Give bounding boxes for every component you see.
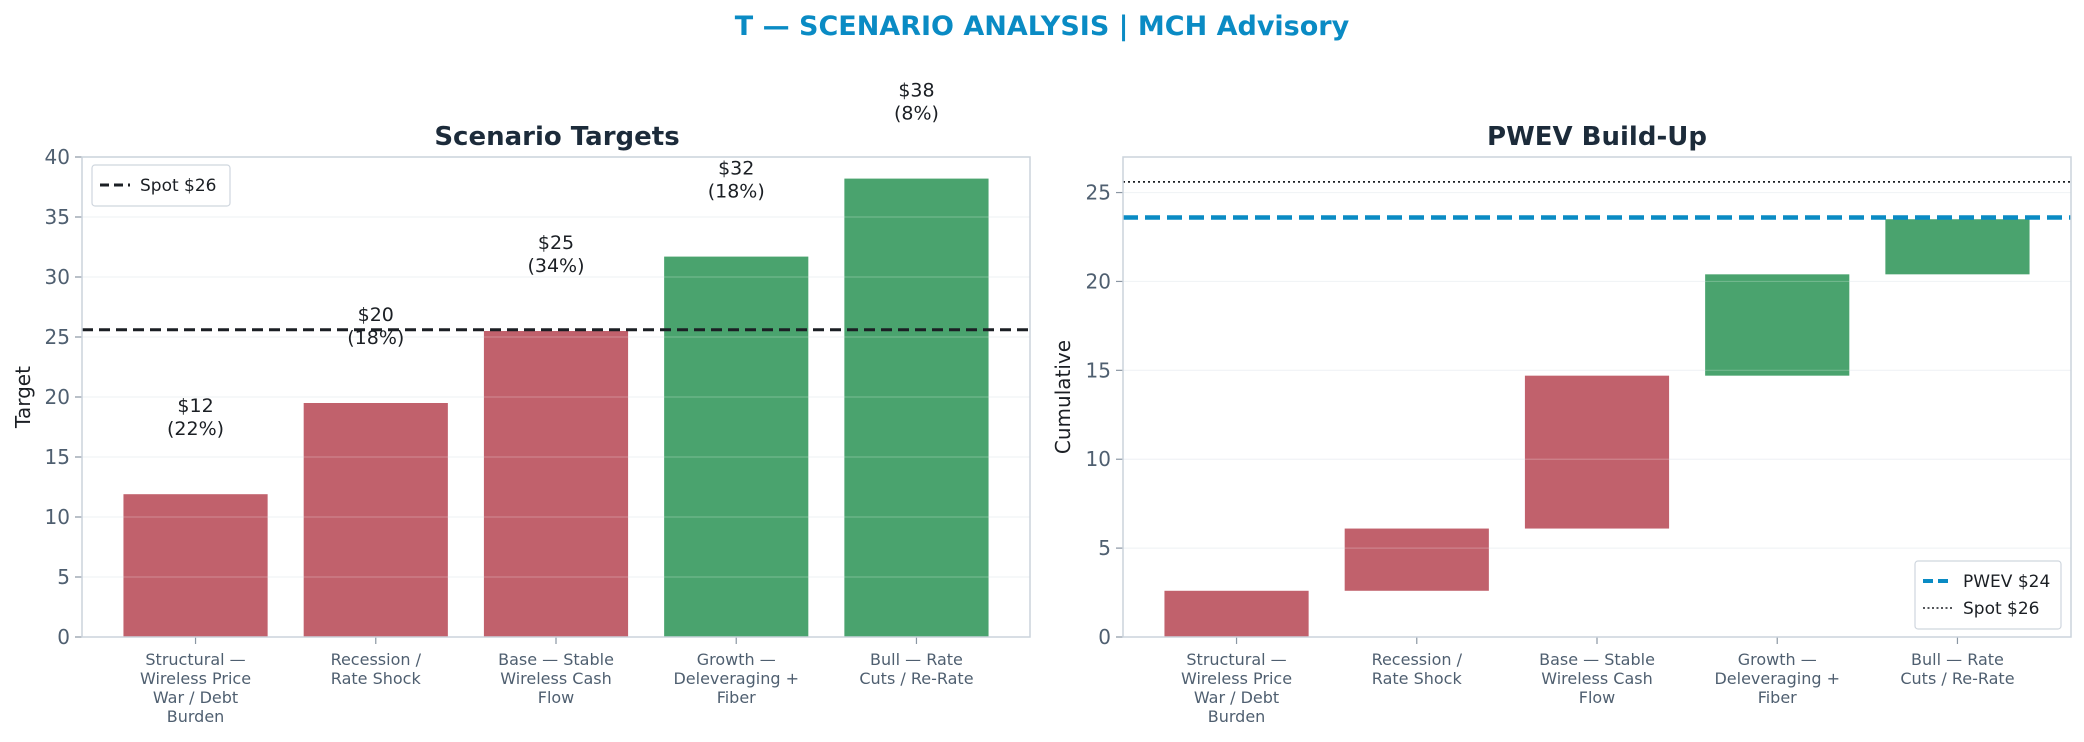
left-y-tick-label: 5 bbox=[57, 565, 70, 589]
left-legend-box bbox=[91, 164, 231, 207]
right-plot-frame bbox=[1122, 156, 2072, 638]
left-legend: Spot $26 bbox=[91, 164, 231, 207]
left-y-tick-label: 10 bbox=[45, 505, 70, 529]
right-chart-title: PWEV Build-Up bbox=[1487, 122, 1707, 152]
pwev-buildup-chart: PWEV Build-Up Cumulative 0 5 10 15 20 25 Stru… bbox=[1051, 122, 2072, 726]
left-x-tick-label-1: Structural — Wireless Price War / Debt Burd… bbox=[140, 650, 251, 726]
left-bar-3 bbox=[483, 331, 629, 637]
left-y-axis-label: Target bbox=[11, 366, 35, 429]
left-x-tick-label-4: Growth — Deleveraging + Fiber bbox=[673, 650, 799, 707]
left-bar-2 bbox=[303, 403, 448, 637]
left-y-tick-label: 30 bbox=[45, 265, 70, 289]
right-legend-box bbox=[1914, 560, 2062, 630]
left-x-tick-label-2: Recession / Rate Shock bbox=[331, 650, 422, 688]
right-bar-1 bbox=[1164, 590, 1309, 637]
right-y-tick-label: 20 bbox=[1086, 269, 1111, 293]
left-data-label-4: $32 (18%) bbox=[708, 158, 765, 203]
right-x-tick-label-2: Recession / Rate Shock bbox=[1372, 650, 1463, 688]
left-data-label-3: $25 (34%) bbox=[527, 232, 584, 277]
left-data-label-1: $12 (22%) bbox=[167, 395, 224, 440]
right-legend-label-2: Spot $26 bbox=[1963, 599, 2040, 619]
figure-title: T — SCENARIO ANALYSIS | MCH Advisory bbox=[735, 11, 1350, 42]
right-y-axis-label: Cumulative bbox=[1051, 340, 1075, 454]
right-x-tick-label-4: Growth — Deleveraging + Fiber bbox=[1714, 650, 1840, 707]
left-y-tick-label: 25 bbox=[45, 325, 70, 349]
left-data-label-2: $20 (18%) bbox=[347, 304, 404, 349]
left-y-tick-label: 20 bbox=[45, 385, 70, 409]
right-bar-2 bbox=[1344, 528, 1489, 591]
right-x-tick-label-5: Bull — Rate Cuts / Re-Rate bbox=[1900, 650, 2014, 688]
right-y-tick-label: 0 bbox=[1098, 625, 1111, 649]
right-x-tick-label-1: Structural — Wireless Price War / Debt Burd… bbox=[1181, 650, 1292, 726]
right-x-tick-label-3: Base — Stable Wireless Cash Flow bbox=[1539, 650, 1655, 707]
left-x-tick-label-5: Bull — Rate Cuts / Re-Rate bbox=[859, 650, 973, 688]
scenario-targets-chart: Scenario Targets Target $12 (22%) $20 (18%)… bbox=[11, 80, 1031, 726]
left-bar-4 bbox=[664, 256, 809, 637]
left-bar-5 bbox=[844, 178, 989, 637]
right-legend: PWEV $24 Spot $26 bbox=[1914, 560, 2062, 630]
right-y-tick-label: 25 bbox=[1086, 181, 1111, 205]
right-y-tick-label: 10 bbox=[1086, 447, 1111, 471]
left-x-tick-label-3: Base — Stable Wireless Cash Flow bbox=[498, 650, 614, 707]
right-bar-4 bbox=[1705, 274, 1850, 376]
right-y-tick-label: 15 bbox=[1086, 358, 1111, 382]
left-y-tick-label: 15 bbox=[45, 445, 70, 469]
left-bar-1 bbox=[123, 494, 268, 637]
left-plot-frame bbox=[81, 156, 1031, 638]
left-y-tick-label: 0 bbox=[57, 625, 70, 649]
left-y-tick-label: 35 bbox=[45, 205, 70, 229]
right-bar-3 bbox=[1524, 375, 1670, 529]
left-chart-title: Scenario Targets bbox=[434, 122, 679, 152]
right-bar-5 bbox=[1885, 219, 2030, 275]
right-legend-label-1: PWEV $24 bbox=[1963, 572, 2050, 592]
left-data-label-5: $38 (8%) bbox=[894, 80, 939, 125]
left-legend-label-1: Spot $26 bbox=[140, 176, 217, 196]
left-y-tick-label: 40 bbox=[45, 145, 70, 169]
right-y-tick-label: 5 bbox=[1098, 536, 1111, 560]
